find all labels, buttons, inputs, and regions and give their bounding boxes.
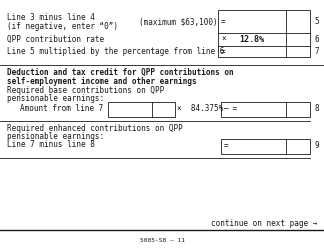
Text: =: = xyxy=(221,17,226,26)
Text: 9: 9 xyxy=(315,141,319,150)
Text: pensionable earnings:: pensionable earnings: xyxy=(7,94,104,103)
Text: QPP contribution rate: QPP contribution rate xyxy=(7,35,104,44)
Text: ×: × xyxy=(221,35,226,44)
Text: Line 5 multiplied by the percentage from line 6: Line 5 multiplied by the percentage from… xyxy=(7,47,225,56)
Text: Deduction and tax credit for QPP contributions on: Deduction and tax credit for QPP contrib… xyxy=(7,68,234,77)
Text: Line 3 minus line 4: Line 3 minus line 4 xyxy=(7,13,95,22)
Bar xyxy=(221,139,310,154)
Text: 12.8%: 12.8% xyxy=(239,35,264,44)
Text: Required enhanced contributions on QPP: Required enhanced contributions on QPP xyxy=(7,124,183,133)
Bar xyxy=(218,10,310,57)
Text: ×  84.375%  =: × 84.375% = xyxy=(177,104,237,113)
Text: –: – xyxy=(224,104,229,113)
Text: self-employment income and other earnings: self-employment income and other earning… xyxy=(7,77,197,86)
Text: pensionable earnings:: pensionable earnings: xyxy=(7,132,104,141)
Bar xyxy=(108,102,175,117)
Text: 6: 6 xyxy=(315,35,319,44)
Text: 5005-S8 – 11: 5005-S8 – 11 xyxy=(140,238,184,242)
Text: 7: 7 xyxy=(315,47,319,56)
Text: (maximum $63,100): (maximum $63,100) xyxy=(139,18,218,27)
Text: =: = xyxy=(221,47,226,56)
Text: continue on next page →: continue on next page → xyxy=(211,218,317,228)
Text: (if negative, enter “0”): (if negative, enter “0”) xyxy=(7,22,118,31)
Text: =: = xyxy=(224,141,229,150)
Text: 8: 8 xyxy=(315,104,319,113)
Text: 5: 5 xyxy=(315,17,319,26)
Text: Line 7 minus line 8: Line 7 minus line 8 xyxy=(7,140,95,149)
Text: Required base contributions on QPP: Required base contributions on QPP xyxy=(7,86,164,95)
Text: Amount from line 7: Amount from line 7 xyxy=(20,104,103,113)
Bar xyxy=(221,102,310,117)
